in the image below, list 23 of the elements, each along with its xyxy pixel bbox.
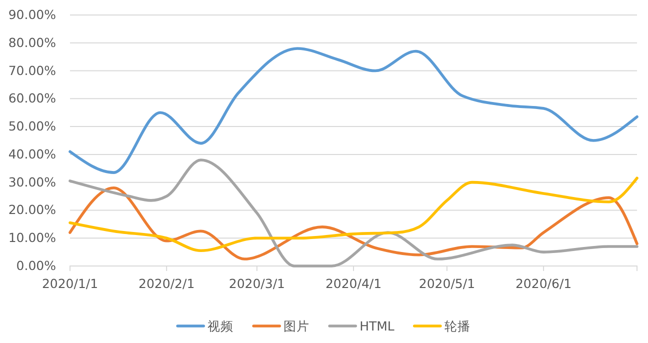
legend-label: HTML (360, 318, 394, 334)
legend-label: 视频 (208, 318, 234, 334)
x-tick-label: 2020/6/1 (515, 276, 572, 291)
y-tick-label: 20.00% (8, 202, 56, 218)
y-tick-label: 30.00% (8, 174, 56, 190)
line-series (68, 158, 638, 268)
y-tick-label: 40.00% (8, 146, 56, 162)
x-tick-label: 2020/5/1 (418, 276, 476, 291)
y-tick-label: 60.00% (8, 90, 56, 106)
x-tick-label: 2020/3/1 (228, 276, 285, 291)
line-series (68, 176, 638, 252)
y-tick-label: 70.00% (8, 62, 56, 78)
x-tick-label: 2020/2/1 (138, 276, 195, 291)
x-tick-label: 2020/1/1 (42, 276, 98, 291)
line-series (68, 47, 638, 174)
y-tick-label: 0.00% (16, 258, 56, 273)
y-tick-label: 50.00% (8, 118, 56, 134)
y-tick-label: 90.00% (8, 7, 56, 22)
legend-label: 轮播 (444, 318, 470, 334)
legend-label: 图片 (284, 318, 310, 334)
x-tick-label: 2020/4/1 (325, 276, 382, 291)
y-tick-label: 80.00% (8, 34, 56, 50)
y-tick-label: 10.00% (8, 230, 56, 246)
